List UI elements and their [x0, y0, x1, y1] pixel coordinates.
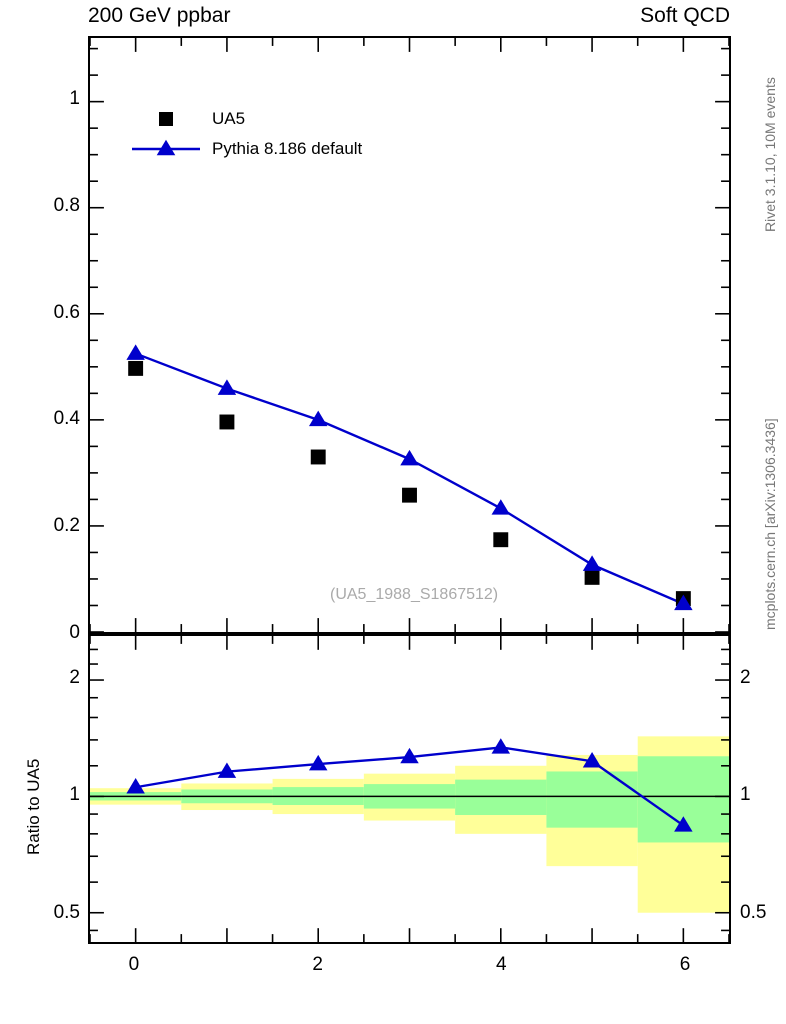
legend-item: Pythia 8.186 default [130, 134, 362, 164]
header-left-title: 200 GeV ppbar [88, 4, 231, 27]
mc-markers [126, 344, 693, 611]
main-y-ticklabel: 0.2 [53, 515, 80, 537]
legend-square-marker-icon [130, 108, 202, 130]
ratio-y-ticklabel-right: 2 [740, 666, 751, 688]
main-y-ticklabel: 0 [69, 622, 80, 643]
main-y-ticklabel: 0.6 [53, 301, 80, 323]
main-y-ticklabel: 0.8 [53, 194, 80, 216]
main-y-ticklabel: 0.4 [53, 408, 80, 430]
x-ticklabel: 4 [496, 954, 507, 975]
legend: UA5 Pythia 8.186 default [130, 104, 362, 164]
ratio-y-ticklabel-right: 1 [740, 784, 751, 806]
side-label-rivet: Rivet 3.1.10, 10M events [762, 77, 778, 232]
ratio-markers [126, 738, 693, 832]
ratio-plot-panel [88, 634, 731, 944]
main-y-ticklabel: 1 [69, 88, 80, 110]
ratio-y-axis-label: Ratio to UA5 [24, 758, 43, 855]
ratio-plot-canvas [89, 636, 730, 942]
main-plot-panel [88, 36, 731, 634]
x-ticklabel: 2 [312, 954, 323, 975]
x-ticklabel: 6 [679, 954, 691, 975]
legend-triangle-marker-icon [130, 138, 202, 160]
x-ticklabel: 0 [128, 954, 140, 975]
main-plot-canvas [89, 38, 730, 633]
side-label-mcplots: mcplots.cern.ch [arXiv:1306.3436] [762, 418, 778, 630]
ratio-y-ticklabel: 1 [69, 784, 80, 806]
ratio-y-ticklabel-right: 0.5 [740, 902, 767, 924]
ratio-y-ticklabel: 0.5 [53, 902, 80, 924]
legend-item: UA5 [130, 104, 362, 134]
analysis-watermark: (UA5_1988_S1867512) [330, 586, 499, 603]
legend-label: Pythia 8.186 default [212, 139, 363, 158]
data-markers [128, 360, 691, 607]
legend-label: UA5 [212, 109, 246, 128]
ratio-y-ticklabel: 2 [69, 666, 80, 688]
header-right-title: Soft QCD [640, 4, 730, 27]
